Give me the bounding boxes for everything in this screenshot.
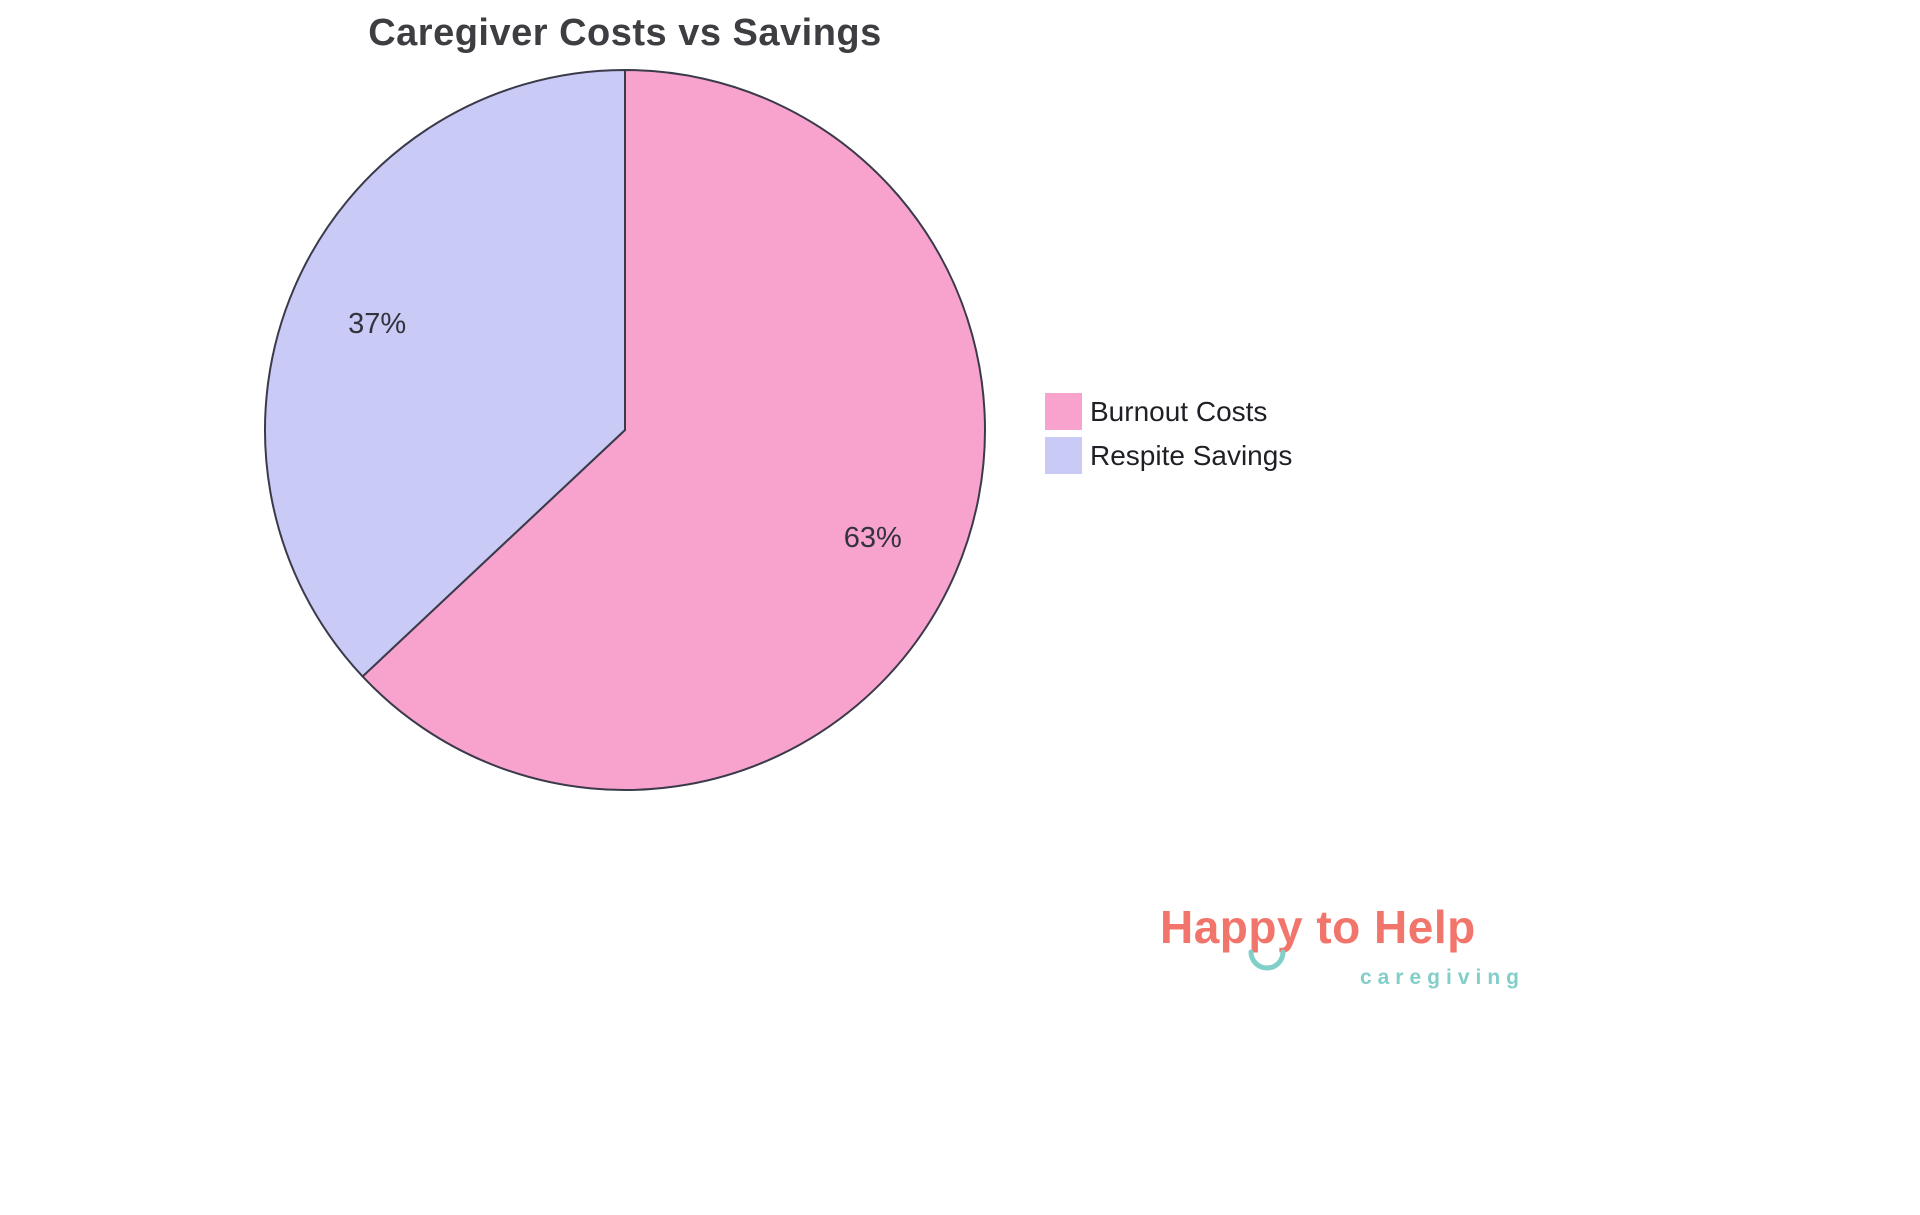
logo-tagline: caregiving	[1359, 966, 1525, 989]
pie-chart: 63% 37%	[264, 69, 986, 791]
pie-slice-value-label-burnout-costs: 63%	[844, 522, 902, 554]
legend-swatch-respite-savings	[1045, 437, 1082, 474]
legend-item-respite-savings: Respite Savings	[1045, 437, 1292, 474]
chart-legend: Burnout Costs Respite Savings	[1045, 393, 1292, 474]
smile-icon	[1248, 949, 1286, 971]
legend-label-burnout-costs: Burnout Costs	[1090, 395, 1268, 427]
pie-slice-burnout-costs	[361, 69, 986, 791]
legend-item-burnout-costs: Burnout Costs	[1045, 393, 1292, 430]
happy-to-help-logo: Happy to Help caregiving	[1160, 900, 1525, 990]
chart-title: Caregiver Costs vs Savings	[368, 12, 882, 54]
pie-chart-container: Caregiver Costs vs Savings 63% 37%	[255, 0, 995, 800]
pie-slice-value-label-respite-savings: 37%	[348, 308, 406, 340]
legend-label-respite-savings: Respite Savings	[1090, 439, 1293, 471]
legend-swatch-burnout-costs	[1045, 393, 1082, 430]
logo-brand-text: Happy to Help	[1160, 901, 1476, 953]
pie-slice-respite-savings	[264, 69, 626, 678]
